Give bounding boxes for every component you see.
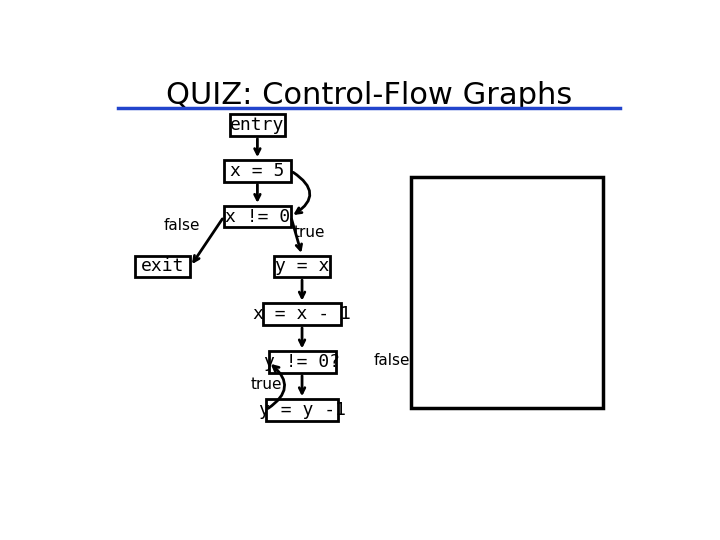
Text: false: false <box>374 353 410 368</box>
FancyBboxPatch shape <box>230 114 285 136</box>
Text: exit: exit <box>141 258 184 275</box>
FancyBboxPatch shape <box>224 160 291 181</box>
FancyBboxPatch shape <box>266 399 338 421</box>
FancyBboxPatch shape <box>135 255 190 277</box>
Text: false: false <box>164 218 200 233</box>
Text: true: true <box>294 225 325 240</box>
Text: entry: entry <box>230 116 284 134</box>
Text: x = x - 1: x = x - 1 <box>253 305 351 323</box>
Text: x != 0: x != 0 <box>225 207 290 226</box>
FancyBboxPatch shape <box>274 255 330 277</box>
Text: y = y -1: y = y -1 <box>258 401 346 419</box>
Text: y = x: y = x <box>275 258 329 275</box>
Text: true: true <box>251 377 282 393</box>
FancyBboxPatch shape <box>224 206 291 227</box>
Text: x = 5: x = 5 <box>230 162 284 180</box>
FancyBboxPatch shape <box>411 177 603 408</box>
FancyBboxPatch shape <box>269 352 336 373</box>
FancyBboxPatch shape <box>263 303 341 325</box>
Text: QUIZ: Control-Flow Graphs: QUIZ: Control-Flow Graphs <box>166 82 572 111</box>
Text: y != 0?: y != 0? <box>264 353 340 371</box>
